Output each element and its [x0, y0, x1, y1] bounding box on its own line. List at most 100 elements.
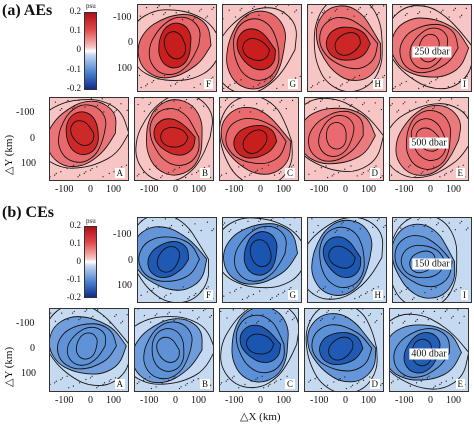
stipple-dot — [295, 230, 297, 233]
stipple-dot — [377, 286, 379, 288]
stipple-dot — [143, 314, 145, 317]
stipple-dot — [429, 82, 431, 84]
stipple-dot — [223, 87, 225, 90]
stipple-dot — [393, 87, 395, 90]
stipple-dot — [179, 107, 181, 109]
stipple-dot — [55, 380, 57, 382]
contour-line — [242, 129, 268, 154]
stipple-dot — [415, 101, 417, 103]
stipple-dot — [323, 10, 326, 12]
colorbar-b-tick: -0.1 — [66, 274, 81, 284]
stipple-dot — [137, 103, 139, 106]
stipple-dot — [170, 85, 172, 87]
stipple-dot — [268, 320, 270, 322]
map-tile: F — [137, 217, 217, 303]
stipple-dot — [417, 219, 419, 221]
stipple-dot — [220, 174, 223, 176]
stipple-dot — [163, 74, 166, 77]
stipple-dot — [294, 218, 296, 219]
stipple-dot — [444, 106, 447, 108]
stipple-dot — [152, 13, 154, 16]
stipple-dot — [107, 104, 110, 107]
contour-line — [160, 126, 189, 148]
stipple-dot — [367, 170, 369, 172]
contour-line — [328, 245, 356, 269]
colorbar-a-tick: 0.1 — [69, 25, 81, 35]
x-tick: -100 — [225, 395, 244, 406]
stipple-dot — [191, 173, 193, 175]
stipple-dot — [174, 83, 177, 85]
map-tile: G — [222, 217, 302, 303]
stipple-dot — [372, 287, 375, 290]
stipple-dot — [253, 227, 255, 229]
stipple-dot — [176, 81, 178, 84]
stipple-dot — [369, 376, 371, 378]
stipple-dot — [177, 231, 179, 233]
stipple-dot — [204, 309, 206, 310]
stipple-dot — [223, 224, 224, 226]
stipple-dot — [136, 382, 138, 385]
stipple-dot — [461, 14, 463, 17]
stipple-dot — [410, 312, 412, 314]
colorbar-a-tick: -0.2 — [66, 83, 81, 93]
x-tick: 0 — [88, 184, 93, 195]
stipple-dot — [147, 226, 149, 228]
stipple-dot — [423, 225, 425, 228]
stipple-dot — [421, 108, 423, 110]
stipple-dot — [103, 111, 105, 113]
colorbar-a-unit: psu — [86, 2, 96, 10]
stipple-dot — [220, 383, 221, 386]
stipple-dot — [352, 78, 354, 80]
stipple-dot — [238, 315, 241, 318]
stipple-dot — [157, 286, 159, 288]
stipple-dot — [103, 382, 106, 384]
stipple-dot — [365, 13, 368, 16]
stipple-dot — [238, 111, 241, 113]
anomaly-field — [305, 309, 383, 391]
stipple-dot — [360, 294, 362, 296]
panel-a-title: (a) AEs — [2, 2, 53, 19]
stipple-dot — [201, 289, 203, 291]
stipple-dot — [173, 100, 175, 102]
stipple-dot — [353, 221, 355, 223]
stipple-dot — [197, 170, 199, 172]
stipple-dot — [358, 381, 360, 383]
stipple-dot — [270, 12, 272, 15]
stipple-dot — [54, 174, 56, 176]
stipple-dot — [54, 101, 57, 103]
stipple-dot — [365, 292, 367, 295]
stipple-dot — [181, 224, 184, 227]
stipple-dot — [355, 98, 358, 99]
stipple-dot — [164, 12, 166, 14]
stipple-dot — [439, 176, 441, 178]
stipple-dot — [333, 173, 335, 175]
stipple-dot — [179, 311, 181, 313]
stipple-dot — [205, 17, 207, 19]
stipple-dot — [50, 176, 51, 178]
stipple-dot — [257, 320, 259, 322]
stipple-dot — [444, 310, 447, 313]
stipple-dot — [282, 84, 284, 86]
stipple-dot — [225, 172, 227, 175]
stipple-dot — [415, 382, 418, 384]
stipple-dot — [247, 220, 249, 223]
x-tick: 100 — [361, 184, 376, 195]
stipple-dot — [194, 223, 196, 225]
x-tick: -100 — [225, 184, 244, 195]
stipple-dot — [341, 291, 343, 293]
stipple-dot — [247, 14, 249, 17]
stipple-dot — [197, 378, 199, 380]
stipple-dot — [332, 98, 334, 101]
stipple-dot — [458, 166, 460, 168]
x-tick: 0 — [343, 395, 348, 406]
stipple-dot — [390, 104, 392, 107]
stipple-dot — [273, 174, 276, 176]
contour-line — [156, 246, 181, 273]
stipple-dot — [293, 317, 295, 319]
stipple-dot — [336, 8, 338, 10]
stipple-dot — [384, 224, 386, 227]
stipple-dot — [96, 309, 99, 311]
x-tick: -100 — [310, 184, 329, 195]
stipple-dot — [399, 84, 401, 86]
stipple-dot — [458, 322, 461, 324]
